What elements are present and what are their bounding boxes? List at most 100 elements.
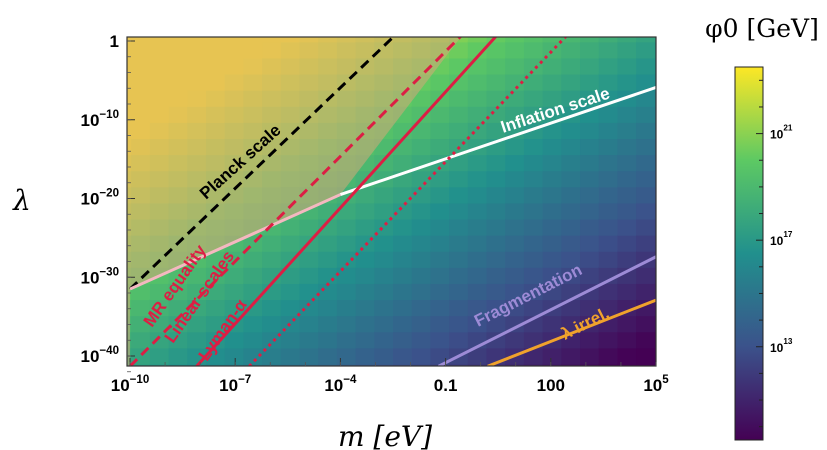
heatmap-cell bbox=[187, 315, 207, 333]
heatmap-cell bbox=[449, 105, 469, 123]
heatmap-cell bbox=[430, 250, 451, 268]
heatmap-cell bbox=[654, 234, 656, 252]
heatmap-cell bbox=[449, 250, 469, 268]
heatmap-cell bbox=[505, 57, 525, 75]
heatmap-cell bbox=[243, 250, 264, 268]
heatmap-cell bbox=[467, 315, 488, 333]
heatmap-cell bbox=[262, 234, 282, 252]
heatmap-cell bbox=[243, 282, 264, 301]
heatmap-cell bbox=[411, 105, 432, 123]
colorbar: φ0 [GeV] 1021 1017 1013 bbox=[705, 14, 819, 441]
heatmap-cell bbox=[654, 37, 656, 43]
heatmap-cell bbox=[149, 363, 170, 366]
heatmap-cell bbox=[486, 121, 507, 140]
heatmap-cell bbox=[411, 121, 432, 140]
heatmap-cell bbox=[243, 315, 264, 333]
heatmap-cell bbox=[393, 186, 413, 204]
heatmap-cell bbox=[467, 37, 488, 43]
heatmap-cell bbox=[542, 37, 563, 43]
heatmap-cell bbox=[374, 202, 394, 220]
heatmap-cell bbox=[168, 299, 189, 317]
heatmap-cell bbox=[542, 282, 563, 301]
heatmap-cell bbox=[561, 41, 582, 59]
heatmap-cell bbox=[561, 121, 582, 140]
y-tick-label: 10−10 bbox=[80, 109, 119, 130]
heatmap-cell bbox=[355, 218, 376, 236]
heatmap-cell bbox=[636, 57, 656, 75]
heatmap-cell bbox=[449, 299, 469, 317]
heatmap-cell bbox=[374, 299, 394, 317]
heatmap-cell bbox=[131, 363, 151, 366]
heatmap-cell bbox=[542, 138, 563, 156]
heatmap-cell bbox=[598, 202, 619, 220]
heatmap-cell bbox=[168, 331, 189, 349]
heatmap-cell bbox=[430, 299, 451, 317]
heatmap-cell bbox=[449, 202, 469, 220]
heatmap-cell bbox=[374, 250, 394, 268]
heatmap-cell bbox=[598, 41, 619, 59]
heatmap-cell bbox=[523, 266, 544, 284]
heatmap-cell bbox=[654, 138, 656, 156]
colorbar-tick-label: 1021 bbox=[770, 124, 793, 142]
heatmap-cell bbox=[636, 186, 656, 204]
heatmap-cell bbox=[598, 234, 619, 252]
heatmap-cell bbox=[205, 331, 226, 349]
heatmap-cell bbox=[355, 331, 376, 349]
heatmap-cell bbox=[224, 363, 245, 366]
heatmap-cell bbox=[523, 250, 544, 268]
heatmap-cell bbox=[617, 186, 638, 204]
heatmap-cell bbox=[505, 170, 525, 188]
planck-scale-curve bbox=[128, 37, 396, 291]
heatmap-cell bbox=[636, 105, 656, 123]
heatmap-cell bbox=[561, 202, 582, 220]
heatmap-cell bbox=[523, 57, 544, 75]
heatmap-cell bbox=[131, 331, 151, 349]
heatmap-cell bbox=[523, 186, 544, 204]
heatmap-cell bbox=[318, 234, 338, 252]
heatmap-cell bbox=[542, 315, 563, 333]
plot-frame bbox=[126, 36, 657, 367]
heatmap-cell bbox=[523, 363, 544, 366]
heatmap-cell bbox=[299, 363, 320, 366]
heatmap-cell bbox=[430, 121, 451, 140]
heatmap-cell bbox=[598, 105, 619, 123]
heatmap-cell bbox=[467, 73, 488, 91]
heatmap-cell bbox=[561, 170, 582, 188]
y-tick-label: 1 bbox=[110, 32, 119, 51]
heatmap-cell bbox=[617, 57, 638, 75]
heatmap-cell bbox=[243, 331, 264, 349]
heatmap-cell bbox=[654, 347, 656, 365]
heatmap-cell bbox=[523, 234, 544, 252]
heatmap-cell bbox=[617, 250, 638, 268]
heatmap-cell bbox=[580, 170, 600, 188]
y-axis-title: λ bbox=[12, 184, 31, 217]
heatmap-cell bbox=[336, 282, 357, 301]
heatmap-cell bbox=[243, 363, 264, 366]
heatmap-cell bbox=[393, 250, 413, 268]
heatmap-cell bbox=[374, 266, 394, 284]
heatmap-cell bbox=[561, 234, 582, 252]
heatmap-cell bbox=[318, 282, 338, 301]
heatmap-cell bbox=[374, 218, 394, 236]
heatmap-cell bbox=[430, 218, 451, 236]
heatmap-cell bbox=[580, 234, 600, 252]
heatmap-cell bbox=[561, 218, 582, 236]
heatmap-cell bbox=[636, 121, 656, 140]
heatmap-cell bbox=[505, 105, 525, 123]
heatmap-cell bbox=[280, 331, 301, 349]
heatmap-cell bbox=[598, 347, 619, 365]
heatmap-cell bbox=[561, 266, 582, 284]
heatmap-cell bbox=[411, 347, 432, 365]
heatmap-cell bbox=[617, 37, 638, 43]
heatmap-cell bbox=[523, 37, 544, 43]
heatmap-cell bbox=[617, 202, 638, 220]
heatmap-cell bbox=[561, 315, 582, 333]
heatmap-cell bbox=[654, 299, 656, 317]
heatmap-cell bbox=[486, 234, 507, 252]
heatmap-cell bbox=[355, 347, 376, 365]
heatmap-cell bbox=[430, 234, 451, 252]
heatmap-cell bbox=[205, 266, 226, 284]
heatmap-cell bbox=[654, 202, 656, 220]
heatmap-cell bbox=[486, 266, 507, 284]
heatmap-cell bbox=[299, 299, 320, 317]
